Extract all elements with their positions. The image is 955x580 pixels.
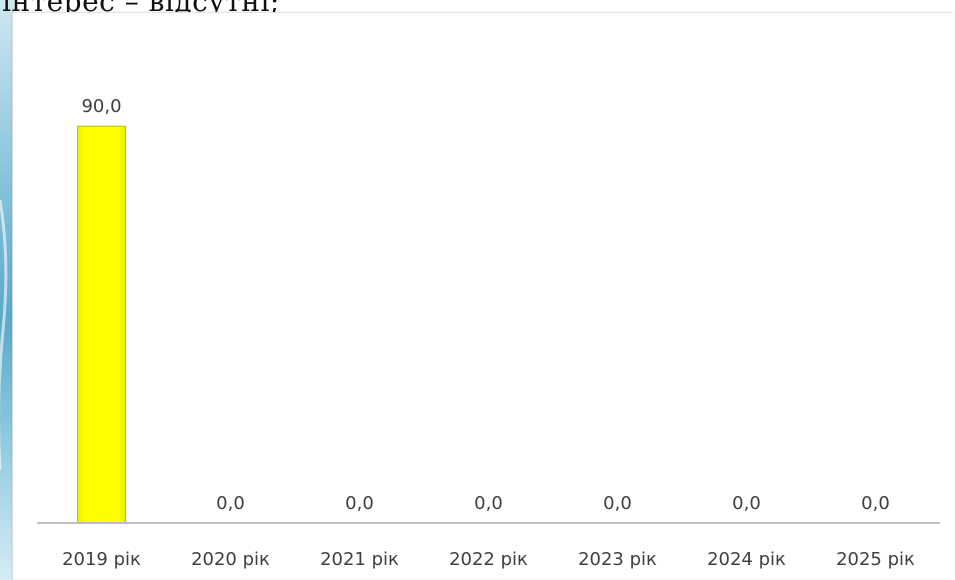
x-tick-label: 2019 рік bbox=[62, 549, 141, 570]
x-tick-label: 2025 рік bbox=[836, 549, 915, 570]
data-label: 0,0 bbox=[732, 493, 761, 514]
x-tick-label: 2022 рік bbox=[449, 549, 528, 570]
data-label: 0,0 bbox=[861, 493, 890, 514]
x-tick-label: 2020 рік bbox=[191, 549, 270, 570]
data-label: 0,0 bbox=[474, 493, 503, 514]
x-tick-label: 2024 рік bbox=[707, 549, 786, 570]
bar-2019-рік bbox=[77, 125, 126, 524]
decorative-side-strip bbox=[0, 0, 14, 580]
data-labels-layer: 90,0 0,0 0,0 0,0 0,0 0,0 0,0 bbox=[81, 96, 889, 514]
chart-frame bbox=[12, 12, 953, 579]
data-label: 0,0 bbox=[603, 493, 632, 514]
x-tick-label: 2021 рік bbox=[320, 549, 399, 570]
x-tick-label: 2023 рік bbox=[578, 549, 657, 570]
decorative-wave bbox=[0, 199, 8, 470]
data-label: 90,0 bbox=[81, 96, 121, 117]
data-label: 0,0 bbox=[345, 493, 374, 514]
x-tick-labels-layer: 2019 рік 2020 рік 2021 рік 2022 рік 2023 рік… bbox=[62, 549, 915, 570]
data-label: 0,0 bbox=[216, 493, 245, 514]
bars-layer bbox=[77, 125, 126, 524]
